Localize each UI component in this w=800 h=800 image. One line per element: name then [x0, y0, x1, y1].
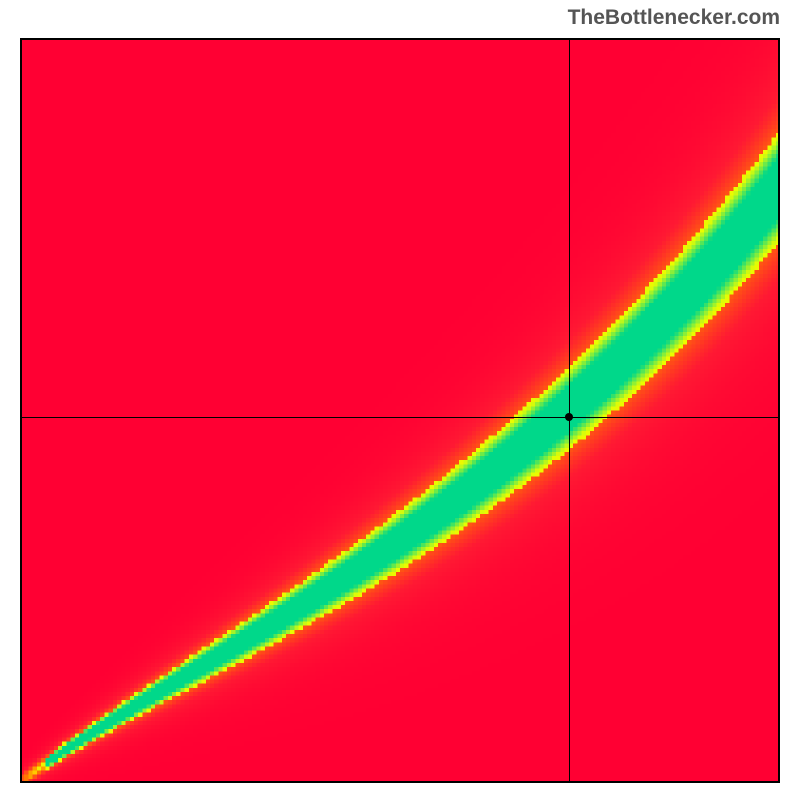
heatmap-canvas: [20, 38, 780, 783]
bottleneck-heatmap: [20, 38, 780, 783]
watermark-text: TheBottlenecker.com: [568, 6, 780, 30]
